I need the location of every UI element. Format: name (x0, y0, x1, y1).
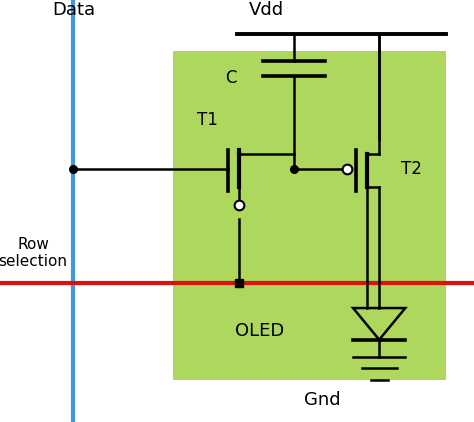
Text: C: C (226, 69, 237, 87)
Text: T2: T2 (401, 160, 421, 178)
Text: OLED: OLED (235, 322, 284, 340)
Text: Data: Data (52, 1, 95, 19)
Text: Gnd: Gnd (304, 391, 341, 409)
Text: Vdd: Vdd (249, 1, 284, 19)
Bar (173, 51, 446, 380)
Text: Row
selection: Row selection (0, 237, 68, 269)
Text: T1: T1 (197, 111, 218, 129)
